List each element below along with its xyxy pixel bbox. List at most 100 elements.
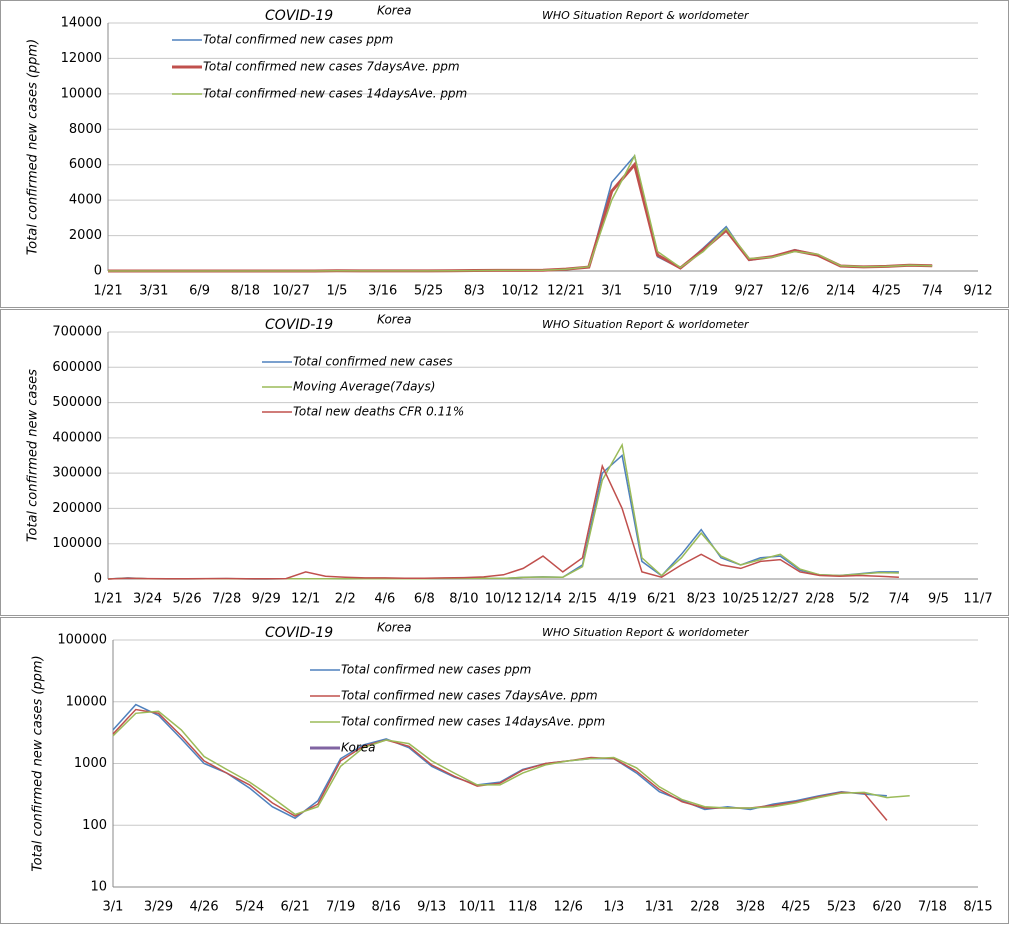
y-tick-label: 2000 [69, 228, 102, 243]
legend-label: Total confirmed new cases 7daysAve. ppm [341, 689, 598, 703]
y-tick-label: 100 [82, 818, 107, 833]
x-tick-label: 8/10 [449, 592, 478, 607]
x-tick-label: 4/26 [189, 900, 218, 915]
y-tick-label: 10000 [66, 694, 107, 709]
y-tick-label: 6000 [69, 157, 102, 172]
x-tick-label: 5/2 [849, 592, 870, 607]
y-axis-label: Total confirmed new cases (ppm) [26, 39, 41, 255]
x-tick-label: 11/7 [963, 592, 992, 607]
legend-label: Moving Average(7days) [293, 380, 435, 394]
x-tick-label: 3/24 [133, 592, 162, 607]
x-tick-label: 2/28 [690, 900, 719, 915]
x-tick-label: 7/4 [922, 284, 943, 299]
x-tick-label: 6/21 [647, 592, 676, 607]
x-tick-label: 8/15 [963, 900, 992, 915]
x-tick-label: 9/27 [734, 284, 763, 299]
y-tick-label: 300000 [52, 466, 102, 481]
x-tick-label: 5/25 [414, 284, 443, 299]
legend-label: Korea [341, 741, 375, 755]
series-line [107, 463, 899, 580]
x-tick-label: 3/1 [601, 284, 622, 299]
x-tick-label: 12/27 [762, 592, 799, 607]
x-tick-label: 5/26 [172, 592, 201, 607]
y-axis-label: Total confirmed new cases (ppm) [31, 655, 46, 871]
y-tick-label: 200000 [52, 501, 102, 516]
x-tick-label: 9/12 [963, 284, 992, 299]
x-tick-label: 8/16 [372, 900, 401, 915]
x-tick-label: 1/31 [645, 900, 674, 915]
x-tick-label: 8/18 [231, 284, 260, 299]
x-tick-label: 8/23 [687, 592, 716, 607]
x-tick-label: 3/1 [103, 900, 124, 915]
x-tick-label: 7/4 [888, 592, 909, 607]
x-tick-label: 11/8 [508, 900, 537, 915]
x-tick-label: 3/28 [736, 900, 765, 915]
y-tick-label: 700000 [52, 325, 102, 340]
legend-label: Total confirmed new cases 14daysAve. ppm [341, 715, 605, 729]
x-tick-label: 3/31 [139, 284, 168, 299]
legend-label: Total confirmed new cases [293, 355, 453, 369]
x-tick-label: 3/16 [368, 284, 397, 299]
legend-label: Total confirmed new cases ppm [203, 33, 393, 47]
x-tick-label: 1/21 [93, 284, 122, 299]
panel-frame [0, 0, 1009, 308]
x-tick-label: 1/5 [326, 284, 347, 299]
y-tick-label: 10 [90, 880, 107, 895]
x-tick-label: 4/6 [374, 592, 395, 607]
x-tick-label: 12/6 [780, 284, 809, 299]
x-tick-label: 9/13 [417, 900, 446, 915]
x-tick-label: 2/15 [568, 592, 597, 607]
x-tick-label: 10/25 [722, 592, 759, 607]
x-tick-label: 9/29 [252, 592, 281, 607]
x-tick-label: 7/28 [212, 592, 241, 607]
x-tick-label: 5/24 [235, 900, 264, 915]
panel-frame [0, 309, 1009, 616]
chart-source: WHO Situation Report & worldometer [542, 626, 750, 639]
series-line [108, 161, 933, 273]
y-tick-label: 500000 [52, 395, 102, 410]
x-tick-label: 6/20 [872, 900, 901, 915]
y-tick-label: 0 [94, 264, 102, 279]
chart-source: WHO Situation Report & worldometer [542, 9, 750, 22]
x-tick-label: 6/9 [189, 284, 210, 299]
x-tick-label: 9/5 [928, 592, 949, 607]
x-tick-label: 6/21 [281, 900, 310, 915]
x-tick-label: 2/28 [805, 592, 834, 607]
x-tick-label: 12/1 [291, 592, 320, 607]
x-tick-label: 7/19 [326, 900, 355, 915]
x-tick-label: 4/25 [781, 900, 810, 915]
series-line [107, 454, 899, 580]
y-tick-label: 600000 [52, 360, 102, 375]
chart-subtitle: Korea [377, 4, 411, 18]
x-tick-label: 5/23 [827, 900, 856, 915]
legend-label: Total confirmed new cases 14daysAve. ppm [203, 87, 467, 101]
x-tick-label: 12/6 [554, 900, 583, 915]
y-axis-label: Total confirmed new cases [26, 369, 41, 542]
x-tick-label: 4/25 [872, 284, 901, 299]
chart-title: COVID-19 [265, 317, 333, 333]
y-tick-label: 100000 [57, 633, 107, 648]
legend-label: Total confirmed new cases ppm [341, 663, 531, 677]
x-tick-label: 12/14 [524, 592, 561, 607]
x-tick-label: 4/19 [607, 592, 636, 607]
x-tick-label: 7/19 [689, 284, 718, 299]
y-tick-label: 4000 [69, 193, 102, 208]
chart-title: COVID-19 [265, 625, 333, 641]
y-tick-label: 0 [94, 572, 102, 587]
x-tick-label: 3/29 [144, 900, 173, 915]
y-tick-label: 1000 [74, 756, 107, 771]
x-tick-label: 2/14 [826, 284, 855, 299]
x-tick-label: 5/10 [643, 284, 672, 299]
x-tick-label: 8/3 [464, 284, 485, 299]
x-tick-label: 1/21 [93, 592, 122, 607]
x-tick-label: 2/2 [335, 592, 356, 607]
y-tick-label: 400000 [52, 430, 102, 445]
x-tick-label: 10/12 [501, 284, 538, 299]
x-tick-label: 10/12 [485, 592, 522, 607]
chart-subtitle: Korea [377, 621, 411, 635]
series-line [112, 710, 910, 816]
x-tick-label: 1/3 [603, 900, 624, 915]
x-tick-label: 10/11 [458, 900, 495, 915]
x-tick-label: 7/18 [918, 900, 947, 915]
